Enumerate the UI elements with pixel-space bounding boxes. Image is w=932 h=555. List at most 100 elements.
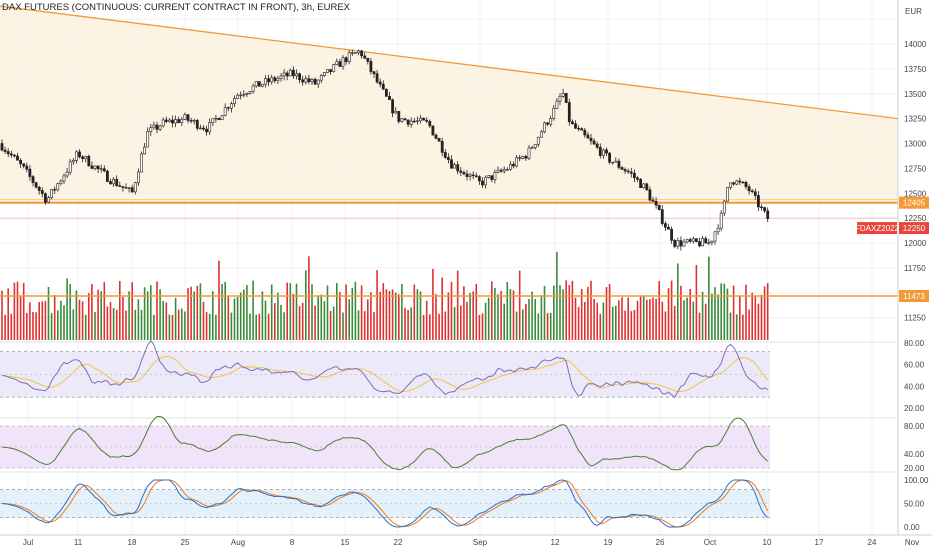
candle — [267, 74, 271, 87]
price-tick-label: 13500 — [904, 90, 927, 99]
volume-bar — [97, 289, 99, 340]
candle-body — [499, 169, 503, 172]
candle — [257, 81, 261, 87]
volume-bar — [627, 297, 629, 340]
volume-bar — [311, 284, 313, 340]
candle — [574, 120, 577, 130]
candle — [140, 151, 143, 173]
volume-bar — [286, 282, 288, 340]
volume-bar — [292, 293, 295, 340]
volume-bar — [602, 302, 605, 340]
volume-bar — [667, 288, 670, 340]
symbol-badge: FDAXZ2022 — [855, 224, 900, 233]
candle — [230, 101, 233, 113]
candle — [533, 143, 537, 150]
candle — [90, 161, 94, 170]
candle — [3, 146, 7, 154]
candle — [636, 176, 639, 183]
candle — [264, 75, 267, 88]
candle-body — [316, 79, 320, 85]
candle — [760, 204, 763, 211]
candle — [245, 92, 249, 98]
volume-bar — [382, 283, 385, 340]
candle — [707, 238, 711, 246]
candle-body — [632, 172, 636, 179]
volume-bar — [16, 281, 19, 340]
candle — [50, 189, 54, 200]
volume-bar — [205, 312, 208, 340]
volume-bar — [323, 301, 326, 340]
rsi-pane — [0, 339, 932, 419]
candle-body — [236, 94, 240, 99]
candle — [248, 91, 252, 95]
candle — [93, 165, 97, 171]
candle-body — [598, 147, 602, 156]
candle — [710, 240, 714, 246]
volume-bar — [270, 284, 273, 340]
time-tick-label: 19 — [604, 538, 613, 547]
candle-body — [384, 88, 388, 97]
volume-bar — [187, 288, 189, 340]
candle-body — [698, 241, 701, 247]
volume-bar — [385, 289, 388, 340]
candle-body — [233, 98, 236, 104]
volume-bar — [1, 290, 3, 340]
candle-body — [626, 170, 630, 173]
candle — [124, 183, 128, 189]
candle-body — [285, 72, 289, 77]
candle — [682, 238, 686, 247]
candle — [164, 116, 168, 124]
candle — [168, 118, 171, 123]
candle-body — [725, 187, 729, 202]
candle — [713, 231, 717, 245]
candle — [202, 125, 205, 132]
candle-body — [611, 161, 615, 164]
volume-bar — [664, 311, 667, 340]
candle — [68, 159, 72, 176]
volume-bar — [574, 297, 577, 340]
volume-bar — [714, 287, 716, 340]
candle — [465, 169, 469, 181]
time-tick-label: 12 — [551, 538, 560, 547]
candle — [112, 177, 116, 187]
candle-body — [369, 61, 373, 72]
candle — [670, 226, 674, 244]
candle-body — [388, 96, 391, 101]
volume-bar — [683, 300, 685, 340]
volume-bar — [677, 263, 679, 340]
candle — [701, 236, 705, 247]
volume-bar — [757, 303, 760, 340]
candle-body — [654, 201, 658, 206]
volume-bar — [156, 281, 158, 340]
candle-body — [313, 78, 317, 85]
time-tick-label: 18 — [128, 538, 137, 547]
volume-bar — [345, 284, 347, 340]
volume-bar — [252, 280, 254, 340]
candle — [676, 237, 680, 250]
candle-body — [146, 131, 150, 148]
volume-bar — [122, 296, 124, 340]
volume-bar — [708, 256, 710, 340]
candle — [121, 186, 125, 192]
candle-body — [642, 183, 646, 189]
volume-bar — [658, 281, 660, 340]
candle — [71, 158, 75, 165]
volume-bar — [165, 302, 168, 340]
volume-bar — [239, 292, 242, 340]
candle-body — [679, 240, 683, 247]
candle-body — [242, 94, 246, 96]
candle-body — [651, 199, 655, 202]
candle — [195, 119, 199, 131]
candle-body — [567, 102, 571, 123]
candle — [508, 160, 512, 171]
candle — [434, 133, 438, 140]
candle-body — [81, 156, 85, 159]
volume-bar — [621, 297, 623, 340]
candle — [130, 184, 134, 194]
candle — [81, 155, 85, 163]
volume-bar — [543, 285, 546, 340]
volume-bar — [735, 314, 738, 340]
candle-body — [319, 75, 323, 81]
volume-bar — [88, 293, 90, 340]
